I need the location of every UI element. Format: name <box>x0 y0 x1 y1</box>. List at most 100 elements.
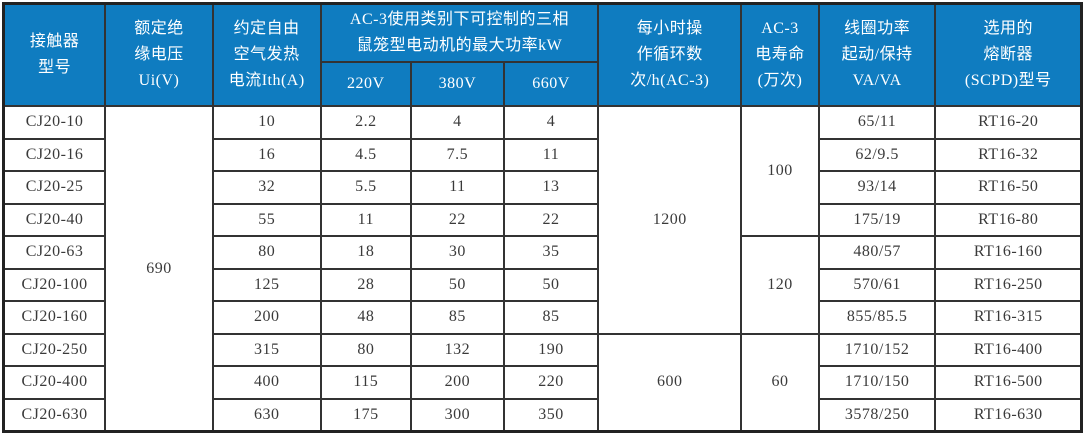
cell-model: CJ20-16 <box>2 137 107 172</box>
cell-fuse: RT16-20 <box>934 105 1083 140</box>
header-electrical-life: AC-3 电寿命 (万次) <box>740 2 820 107</box>
header-cycles-per-hour: 每小时操 作循环数 次/h(AC-3) <box>597 2 743 107</box>
cell-ith: 32 <box>211 170 322 205</box>
cell-p660: 4 <box>502 105 600 140</box>
cell-fuse: RT16-32 <box>934 137 1083 172</box>
cell-fuse: RT16-50 <box>934 170 1083 205</box>
cell-life-merged: 60 <box>740 332 820 433</box>
cell-ith: 315 <box>211 332 322 367</box>
contactor-spec-table: 接触器 型号 额定绝 缘电压 Ui(V) 约定自由 空气发热 电流Ith(A) … <box>2 2 1083 433</box>
header-thermal-current: 约定自由 空气发热 电流Ith(A) <box>211 2 322 107</box>
cell-model: CJ20-250 <box>2 332 107 367</box>
cell-life-merged: 120 <box>740 235 820 335</box>
cell-coil: 1710/150 <box>817 365 937 400</box>
cell-p660: 85 <box>502 300 600 335</box>
cell-coil: 175/19 <box>817 202 937 237</box>
cell-p660: 220 <box>502 365 600 400</box>
table-row: CJ20-10 690 10 2.2 4 4 1200 100 65/11 RT… <box>2 105 1083 433</box>
table-row: CJ20-25 32 5.5 11 13 93/14 RT16-50 <box>2 170 1083 205</box>
cell-fuse: RT16-630 <box>934 397 1083 433</box>
cell-p220: 28 <box>319 267 413 302</box>
cell-fuse: RT16-250 <box>934 267 1083 302</box>
table-body: CJ20-10 690 10 2.2 4 4 1200 100 65/11 RT… <box>2 105 1083 433</box>
table-row: CJ20-400 400 115 200 220 1710/150 RT16-5… <box>2 365 1083 400</box>
cell-p220: 5.5 <box>319 170 413 205</box>
cell-coil: 570/61 <box>817 267 937 302</box>
cell-model: CJ20-160 <box>2 300 107 335</box>
cell-p660: 22 <box>502 202 600 237</box>
cell-ith: 400 <box>211 365 322 400</box>
header-row-top: 接触器 型号 额定绝 缘电压 Ui(V) 约定自由 空气发热 电流Ith(A) … <box>2 2 1083 107</box>
header-ac3-power-group: AC-3使用类别下可控制的三相 鼠笼型电动机的最大功率kW <box>319 2 600 63</box>
cell-p660: 35 <box>502 235 600 270</box>
cell-p380: 85 <box>410 300 505 335</box>
cell-cycles-merged: 600 <box>597 332 743 433</box>
header-insulation-voltage: 额定绝 缘电压 Ui(V) <box>104 2 214 107</box>
table-row: CJ20-16 16 4.5 7.5 11 62/9.5 RT16-32 <box>2 137 1083 172</box>
cell-model: CJ20-10 <box>2 105 107 140</box>
cell-p220: 48 <box>319 300 413 335</box>
cell-p220: 11 <box>319 202 413 237</box>
cell-p660: 13 <box>502 170 600 205</box>
cell-model: CJ20-100 <box>2 267 107 302</box>
cell-p380: 200 <box>410 365 505 400</box>
cell-fuse: RT16-80 <box>934 202 1083 237</box>
cell-p220: 175 <box>319 397 413 433</box>
cell-model: CJ20-630 <box>2 397 107 433</box>
cell-p380: 50 <box>410 267 505 302</box>
cell-p220: 4.5 <box>319 137 413 172</box>
cell-insulation-voltage-merged: 690 <box>104 105 214 433</box>
cell-cycles-merged: 1200 <box>597 105 743 335</box>
cell-p660: 350 <box>502 397 600 433</box>
cell-ith: 16 <box>211 137 322 172</box>
header-380v: 380V <box>410 61 505 107</box>
cell-fuse: RT16-315 <box>934 300 1083 335</box>
cell-model: CJ20-25 <box>2 170 107 205</box>
cell-fuse: RT16-400 <box>934 332 1083 367</box>
cell-p380: 30 <box>410 235 505 270</box>
cell-ith: 80 <box>211 235 322 270</box>
cell-life-merged: 100 <box>740 105 820 237</box>
cell-p380: 300 <box>410 397 505 433</box>
cell-p660: 11 <box>502 137 600 172</box>
cell-p380: 22 <box>410 202 505 237</box>
cell-coil: 62/9.5 <box>817 137 937 172</box>
cell-p380: 132 <box>410 332 505 367</box>
table-row: CJ20-630 630 175 300 350 3578/250 RT16-6… <box>2 397 1083 433</box>
cell-p220: 80 <box>319 332 413 367</box>
cell-coil: 1710/152 <box>817 332 937 367</box>
table-row: CJ20-40 55 11 22 22 175/19 RT16-80 <box>2 202 1083 237</box>
table-header: 接触器 型号 额定绝 缘电压 Ui(V) 约定自由 空气发热 电流Ith(A) … <box>2 2 1083 107</box>
cell-p660: 50 <box>502 267 600 302</box>
cell-p220: 18 <box>319 235 413 270</box>
cell-p380: 4 <box>410 105 505 140</box>
header-row-sub: 220V 380V 660V <box>4 61 1082 107</box>
cell-coil: 480/57 <box>817 235 937 270</box>
cell-p220: 2.2 <box>319 105 413 140</box>
cell-fuse: RT16-160 <box>934 235 1083 270</box>
cell-p380: 7.5 <box>410 137 505 172</box>
header-660v: 660V <box>502 61 600 107</box>
cell-model: CJ20-400 <box>2 365 107 400</box>
cell-coil: 65/11 <box>817 105 937 140</box>
header-coil-power: 线圈功率 起动/保持 VA/VA <box>817 2 937 107</box>
cell-model: CJ20-40 <box>2 202 107 237</box>
cell-coil: 3578/250 <box>817 397 937 433</box>
table-row: CJ20-250 315 80 132 190 600 60 1710/152 … <box>2 332 1083 433</box>
cell-coil: 855/85.5 <box>817 300 937 335</box>
header-220v: 220V <box>319 61 413 107</box>
cell-ith: 55 <box>211 202 322 237</box>
cell-coil: 93/14 <box>817 170 937 205</box>
cell-fuse: RT16-500 <box>934 365 1083 400</box>
cell-model: CJ20-63 <box>2 235 107 270</box>
cell-p660: 190 <box>502 332 600 367</box>
table-row: CJ20-100 125 28 50 50 570/61 RT16-250 <box>2 267 1083 302</box>
cell-p220: 115 <box>319 365 413 400</box>
cell-ith: 10 <box>211 105 322 140</box>
table-row: CJ20-160 200 48 85 85 855/85.5 RT16-315 <box>2 300 1083 335</box>
cell-ith: 125 <box>211 267 322 302</box>
table-row: CJ20-63 80 18 30 35 120 480/57 RT16-160 <box>2 235 1083 335</box>
cell-p380: 11 <box>410 170 505 205</box>
header-model: 接触器 型号 <box>2 2 107 107</box>
